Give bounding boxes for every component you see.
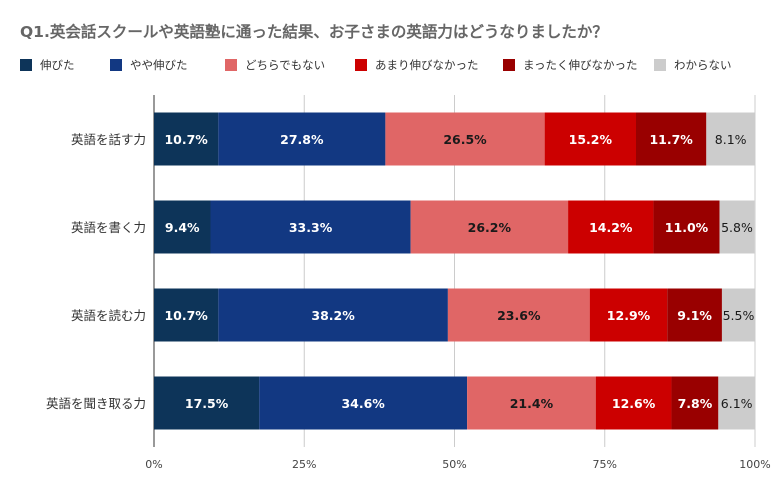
bar-segment [636, 112, 707, 166]
category-label: 英語を話す力 [71, 132, 146, 147]
bar-segment [447, 288, 590, 342]
data-label: 8.1% [715, 132, 747, 147]
data-label: 26.5% [443, 132, 487, 147]
bar-segment [721, 288, 755, 342]
data-label: 9.4% [165, 220, 200, 235]
legend-label-amari-nobinakatta: あまり伸びなかった [375, 58, 479, 72]
x-tick-label: 100% [739, 458, 770, 471]
data-label: 34.6% [341, 396, 385, 411]
x-tick-label: 25% [292, 458, 316, 471]
category-label: 英語を書く力 [71, 220, 146, 235]
bar-segment [719, 200, 755, 254]
bar-segment [653, 200, 720, 254]
legend-swatch-nobita [20, 59, 32, 71]
data-label: 23.6% [497, 308, 541, 323]
legend-swatch-yaya-nobita [110, 59, 122, 71]
bar-segment [259, 376, 468, 430]
legend-swatch-dochira-demo-nai [225, 59, 237, 71]
bar-segment [218, 112, 386, 166]
legend-swatch-amari-nobinakatta [355, 59, 367, 71]
data-label: 11.7% [649, 132, 693, 147]
bar-segment [595, 376, 672, 430]
x-tick-label: 0% [145, 458, 162, 471]
bar-segment [154, 200, 211, 254]
data-label: 38.2% [311, 308, 355, 323]
legend-label-yaya-nobita: やや伸びた [130, 58, 188, 72]
bar-segment [218, 288, 448, 342]
legend-swatch-mattaku-nobinakatta [503, 59, 515, 71]
data-label: 27.8% [280, 132, 324, 147]
data-label: 10.7% [164, 132, 208, 147]
data-label: 21.4% [510, 396, 554, 411]
data-label: 5.5% [723, 308, 755, 323]
data-label: 7.8% [678, 396, 713, 411]
bar-segment [568, 200, 654, 254]
bar-segment [410, 200, 569, 254]
bar-segment [154, 288, 219, 342]
bar-segment [667, 288, 722, 342]
data-label: 11.0% [665, 220, 709, 235]
data-label: 5.8% [721, 220, 753, 235]
data-label: 14.2% [589, 220, 633, 235]
data-label: 26.2% [468, 220, 512, 235]
data-label: 10.7% [164, 308, 208, 323]
legend-swatch-wakaranai [654, 59, 666, 71]
bar-segment [385, 112, 545, 166]
data-label: 33.3% [289, 220, 333, 235]
x-tick-label: 75% [593, 458, 617, 471]
bar-segment [467, 376, 596, 430]
legend-label-mattaku-nobinakatta: まったく伸びなかった [523, 58, 638, 72]
bar-segment [154, 112, 219, 166]
category-label: 英語を聞き取る力 [46, 396, 146, 411]
bar-segment [671, 376, 719, 430]
bar-segment [589, 288, 668, 342]
x-tick-label: 50% [442, 458, 466, 471]
data-label: 9.1% [677, 308, 712, 323]
bar-segment [154, 376, 260, 430]
bar-segment [706, 112, 755, 166]
data-label: 17.5% [185, 396, 229, 411]
legend-label-dochira-demo-nai: どちらでもない [245, 58, 326, 72]
data-label: 15.2% [569, 132, 613, 147]
data-label: 12.6% [612, 396, 656, 411]
bar-segment [210, 200, 411, 254]
data-label: 12.9% [607, 308, 651, 323]
data-label: 6.1% [721, 396, 753, 411]
bar-segment [544, 112, 637, 166]
bar-segment [718, 376, 755, 430]
legend-label-nobita: 伸びた [40, 58, 75, 72]
category-label: 英語を読む力 [71, 308, 146, 323]
chart-title: Q1.英会話スクールや英語塾に通った結果、お子さまの英語力はどうなりましたか？ [20, 23, 608, 41]
legend-label-wakaranai: わからない [674, 58, 732, 72]
